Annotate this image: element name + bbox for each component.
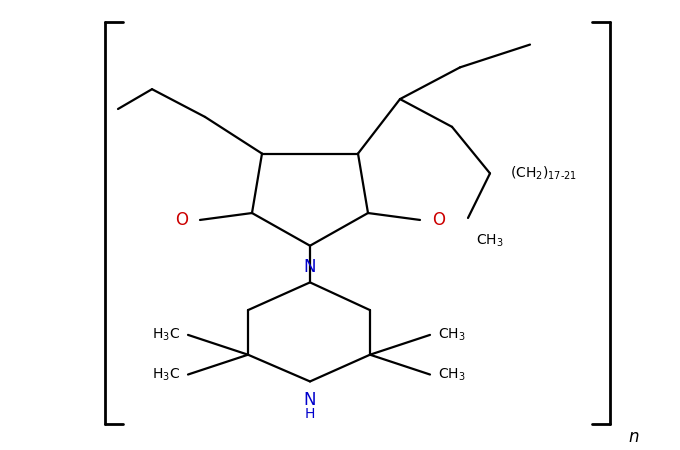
- Text: H$_3$C: H$_3$C: [152, 366, 180, 382]
- Text: O: O: [175, 211, 188, 229]
- Text: (CH$_2$)$_{17\text{-}21}$: (CH$_2$)$_{17\text{-}21}$: [510, 165, 577, 182]
- Text: H: H: [305, 407, 316, 421]
- Text: CH$_3$: CH$_3$: [438, 366, 466, 382]
- Text: CH$_3$: CH$_3$: [476, 233, 504, 249]
- Text: N: N: [304, 257, 316, 275]
- Text: n: n: [628, 428, 639, 446]
- Text: N: N: [304, 392, 316, 410]
- Text: H$_3$C: H$_3$C: [152, 327, 180, 343]
- Text: O: O: [432, 211, 445, 229]
- Text: CH$_3$: CH$_3$: [438, 327, 466, 343]
